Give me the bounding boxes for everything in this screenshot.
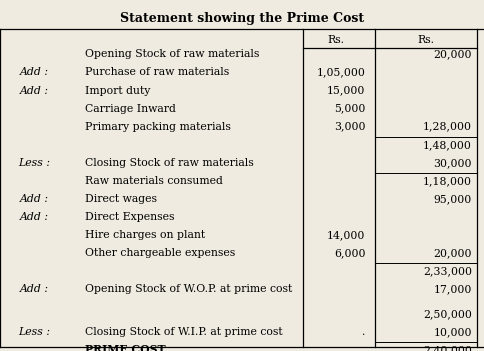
Text: 20,000: 20,000 (433, 49, 472, 59)
Text: Opening Stock of W.O.P. at prime cost: Opening Stock of W.O.P. at prime cost (85, 284, 292, 294)
Text: Less :: Less : (18, 158, 50, 168)
Text: Add :: Add : (19, 86, 48, 95)
Text: Add :: Add : (19, 67, 48, 78)
Text: Direct wages: Direct wages (85, 194, 157, 204)
Text: 2,33,000: 2,33,000 (423, 266, 472, 276)
Text: Less :: Less : (18, 327, 50, 337)
Text: 1,28,000: 1,28,000 (423, 122, 472, 132)
Text: 1,05,000: 1,05,000 (317, 67, 365, 78)
Text: 30,000: 30,000 (433, 158, 472, 168)
Text: PRIME COST: PRIME COST (85, 344, 166, 351)
Text: Add :: Add : (19, 212, 48, 222)
Text: Add :: Add : (19, 284, 48, 294)
Text: Statement showing the Prime Cost: Statement showing the Prime Cost (120, 12, 364, 25)
Text: Opening Stock of raw materials: Opening Stock of raw materials (85, 49, 259, 59)
Text: 20,000: 20,000 (433, 248, 472, 258)
Text: 3,000: 3,000 (334, 122, 365, 132)
Text: 15,000: 15,000 (327, 86, 365, 95)
Text: Rs.: Rs. (328, 35, 345, 45)
Text: Purchase of raw materials: Purchase of raw materials (85, 67, 229, 78)
Text: 10,000: 10,000 (433, 327, 472, 337)
Text: Primary packing materials: Primary packing materials (85, 122, 230, 132)
Text: 1,48,000: 1,48,000 (423, 140, 472, 150)
Text: Other chargeable expenses: Other chargeable expenses (85, 248, 235, 258)
Text: 5,000: 5,000 (334, 104, 365, 114)
Text: 6,000: 6,000 (334, 248, 365, 258)
Text: 1,18,000: 1,18,000 (423, 176, 472, 186)
Text: Raw materials consumed: Raw materials consumed (85, 176, 223, 186)
Text: .: . (362, 327, 365, 337)
Text: 17,000: 17,000 (434, 284, 472, 294)
Text: Direct Expenses: Direct Expenses (85, 212, 174, 222)
Text: 95,000: 95,000 (434, 194, 472, 204)
Text: Closing Stock of raw materials: Closing Stock of raw materials (85, 158, 254, 168)
Text: Add :: Add : (19, 194, 48, 204)
Text: Carriage Inward: Carriage Inward (85, 104, 176, 114)
Text: Import duty: Import duty (85, 86, 150, 95)
Text: 2,40,000: 2,40,000 (423, 345, 472, 351)
Text: Closing Stock of W.I.P. at prime cost: Closing Stock of W.I.P. at prime cost (85, 327, 282, 337)
Text: Rs.: Rs. (417, 35, 435, 45)
Text: Hire charges on plant: Hire charges on plant (85, 230, 205, 240)
Text: 2,50,000: 2,50,000 (423, 309, 472, 319)
Text: 14,000: 14,000 (327, 230, 365, 240)
